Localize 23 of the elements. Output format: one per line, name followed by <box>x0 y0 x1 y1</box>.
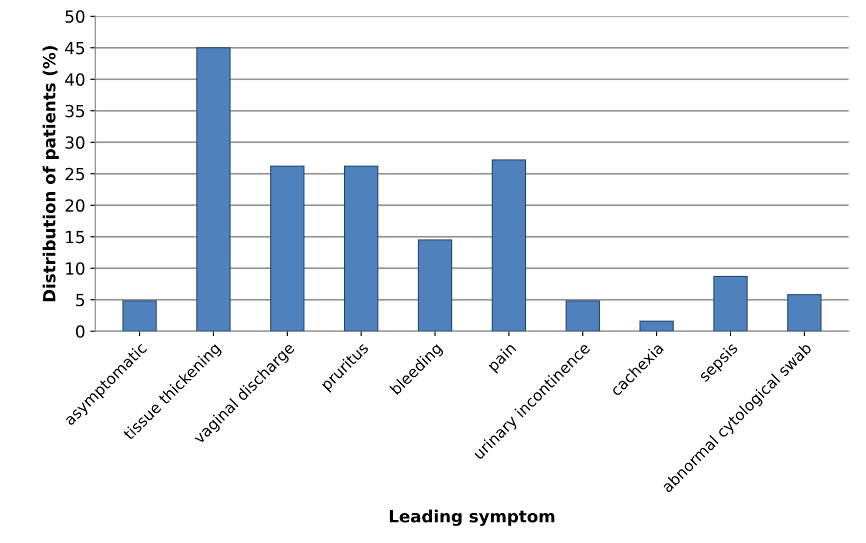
y-tick-label: 50 <box>66 10 84 23</box>
y-tick-label: 5 <box>76 294 84 306</box>
y-tick-label: 35 <box>66 104 84 118</box>
bar <box>639 320 674 332</box>
bar <box>418 239 452 332</box>
x-axis-title: Leading symptom <box>390 510 554 526</box>
y-tick-label: 10 <box>66 262 84 275</box>
y-tick-label: 15 <box>66 230 84 244</box>
bar <box>787 294 822 332</box>
bar <box>122 300 157 332</box>
y-tick-label: 30 <box>66 136 84 149</box>
bar <box>566 300 600 332</box>
y-tick-label: 20 <box>66 199 84 212</box>
y-axis-title: Distribution of patients (%) <box>42 46 59 302</box>
bar <box>344 166 378 332</box>
bar <box>492 159 526 332</box>
bar <box>713 276 748 332</box>
y-tick-label: 0 <box>76 325 84 338</box>
y-tick-label: 25 <box>66 168 84 180</box>
bar <box>196 47 231 332</box>
y-tick-label: 40 <box>65 73 84 86</box>
y-tick-label: 45 <box>65 42 84 54</box>
bar <box>270 166 304 332</box>
